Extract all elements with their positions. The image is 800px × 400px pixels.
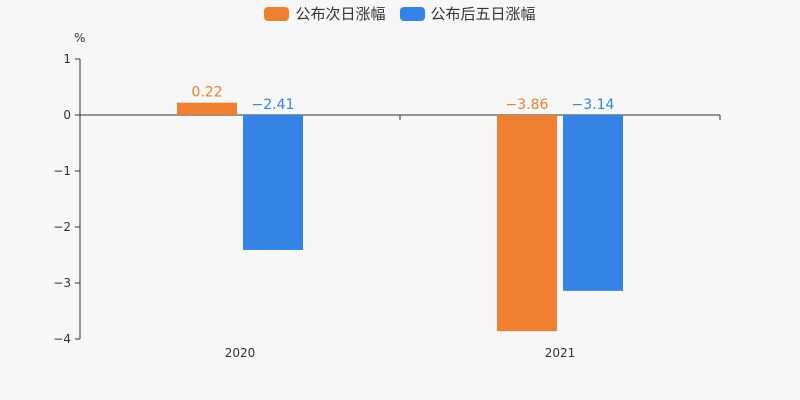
y-axis-tick-label: −3	[53, 276, 71, 290]
data-label-2021-series-0: −3.86	[506, 97, 549, 113]
legend-swatch-next-day	[264, 6, 290, 21]
y-axis-tick-label: 1	[63, 52, 71, 66]
legend-item-five-day[interactable]: 公布后五日涨幅	[399, 3, 536, 24]
legend-item-next-day[interactable]: 公布次日涨幅	[264, 3, 386, 24]
legend-swatch-five-day	[399, 6, 425, 21]
y-axis-tick-label: 0	[63, 108, 71, 122]
legend-label-five-day: 公布后五日涨幅	[430, 5, 536, 23]
y-axis-tick-label: −4	[53, 332, 71, 346]
y-axis-unit-label: %	[74, 31, 85, 45]
x-axis-tick-label: 2021	[545, 346, 576, 360]
bar-2020-series-1	[243, 115, 303, 250]
bar-2020-series-0	[177, 102, 237, 115]
y-axis-tick-label: −1	[53, 164, 71, 178]
bar-2021-series-0	[497, 115, 557, 332]
y-axis-tick-label: −2	[53, 220, 71, 234]
x-axis-tick-label: 2020	[225, 346, 256, 360]
bars-group	[177, 102, 623, 332]
data-labels-group: 0.22 −2.41 −3.86 −3.14	[191, 85, 614, 113]
chart-legend: 公布次日涨幅 公布后五日涨幅	[0, 3, 800, 24]
legend-label-next-day: 公布次日涨幅	[295, 5, 386, 23]
bar-2021-series-1	[563, 115, 623, 291]
data-label-2020-series-0: 0.22	[191, 85, 222, 101]
data-label-2020-series-1: −2.41	[252, 97, 295, 113]
data-label-2021-series-1: −3.14	[572, 97, 615, 113]
